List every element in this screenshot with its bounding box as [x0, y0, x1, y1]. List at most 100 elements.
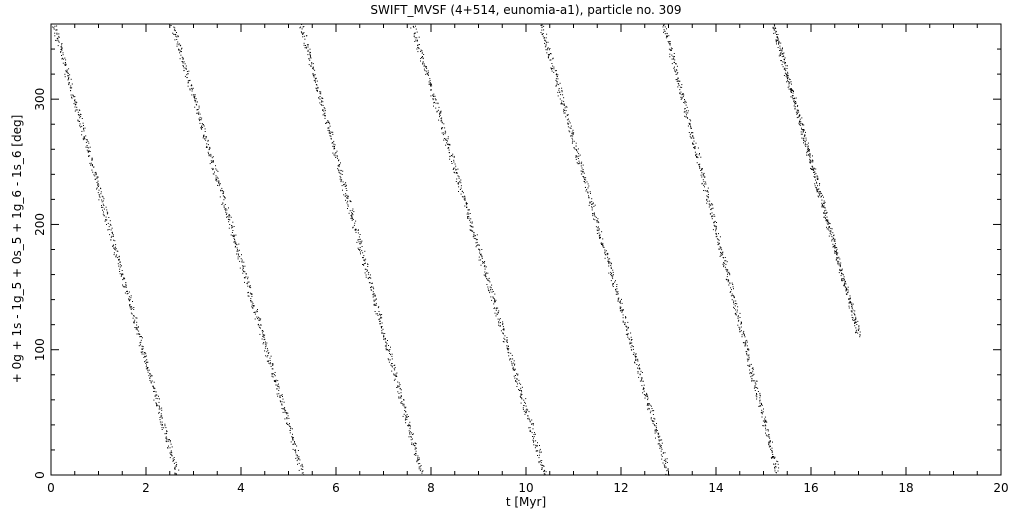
data-point — [668, 474, 670, 476]
data-point — [738, 319, 740, 321]
data-point — [359, 251, 361, 253]
data-point — [191, 88, 193, 90]
data-point — [388, 345, 389, 346]
data-point — [242, 265, 244, 267]
data-point — [52, 26, 54, 28]
data-point — [775, 31, 777, 33]
data-point — [834, 246, 836, 248]
data-point — [406, 414, 408, 416]
data-point — [425, 66, 427, 68]
data-point — [342, 181, 344, 183]
data-point — [542, 33, 544, 34]
data-point — [272, 368, 274, 370]
data-point — [851, 305, 853, 307]
data-point — [387, 349, 389, 351]
data-point — [470, 225, 472, 227]
data-point — [546, 52, 548, 54]
data-point — [637, 360, 639, 362]
data-point — [787, 78, 788, 79]
data-point — [133, 315, 135, 317]
data-point — [374, 295, 376, 297]
data-point — [408, 424, 410, 426]
data-point — [170, 451, 172, 453]
data-point — [414, 32, 416, 34]
data-point — [204, 128, 206, 130]
data-point — [832, 243, 834, 245]
data-point — [385, 344, 387, 346]
data-point — [458, 177, 460, 179]
data-point — [503, 333, 504, 335]
data-point — [355, 229, 357, 231]
data-point — [839, 265, 841, 267]
data-point — [517, 374, 519, 376]
data-point — [581, 167, 583, 169]
data-point — [616, 286, 618, 287]
data-point — [729, 282, 731, 284]
data-point — [69, 87, 71, 89]
x-tick-label: 2 — [142, 481, 150, 495]
data-point — [541, 467, 543, 469]
data-point — [849, 302, 851, 304]
data-point — [77, 111, 79, 113]
data-point — [619, 301, 621, 303]
data-point — [365, 258, 367, 260]
data-point — [379, 323, 381, 325]
data-point — [196, 104, 198, 106]
data-point — [829, 223, 831, 225]
data-point — [802, 123, 804, 125]
x-axis-label: t [Myr] — [506, 495, 546, 509]
data-point — [228, 207, 229, 209]
data-point — [278, 385, 280, 387]
data-point — [843, 285, 845, 287]
data-point — [761, 402, 762, 404]
data-point — [670, 47, 672, 49]
data-point — [740, 323, 742, 325]
data-point — [725, 260, 727, 262]
data-point — [352, 208, 354, 210]
data-point — [55, 39, 57, 41]
data-point — [711, 218, 713, 220]
data-point — [211, 157, 213, 159]
data-point — [785, 70, 787, 72]
data-point — [248, 281, 250, 283]
data-point — [115, 244, 117, 246]
data-point — [409, 425, 411, 426]
data-point — [743, 342, 745, 344]
data-point — [405, 422, 407, 424]
data-point — [307, 54, 309, 56]
data-point — [732, 294, 734, 296]
data-point — [58, 37, 60, 38]
data-point — [725, 268, 727, 270]
data-point — [840, 269, 842, 271]
data-point — [535, 445, 537, 447]
data-point — [855, 316, 857, 318]
data-point — [796, 117, 798, 119]
data-point — [88, 151, 90, 152]
data-point — [655, 431, 657, 433]
data-point — [523, 405, 525, 406]
data-point — [563, 108, 565, 110]
data-point — [147, 368, 148, 370]
data-point — [165, 437, 167, 439]
data-point — [233, 234, 235, 236]
data-point — [148, 375, 150, 377]
data-point — [665, 467, 667, 469]
data-point — [495, 315, 497, 317]
data-point — [635, 353, 637, 355]
data-point — [422, 52, 423, 54]
data-point — [491, 299, 493, 301]
data-point — [514, 377, 516, 379]
data-point — [696, 156, 698, 158]
data-point — [796, 113, 798, 115]
data-point — [811, 165, 813, 167]
data-point — [592, 202, 594, 204]
data-point — [168, 445, 169, 447]
data-point — [319, 91, 321, 93]
data-point — [187, 81, 189, 83]
data-point — [691, 132, 693, 134]
data-point — [765, 434, 767, 436]
data-point — [363, 263, 365, 265]
data-point — [837, 263, 839, 265]
data-point — [457, 168, 459, 170]
data-point — [183, 67, 185, 69]
